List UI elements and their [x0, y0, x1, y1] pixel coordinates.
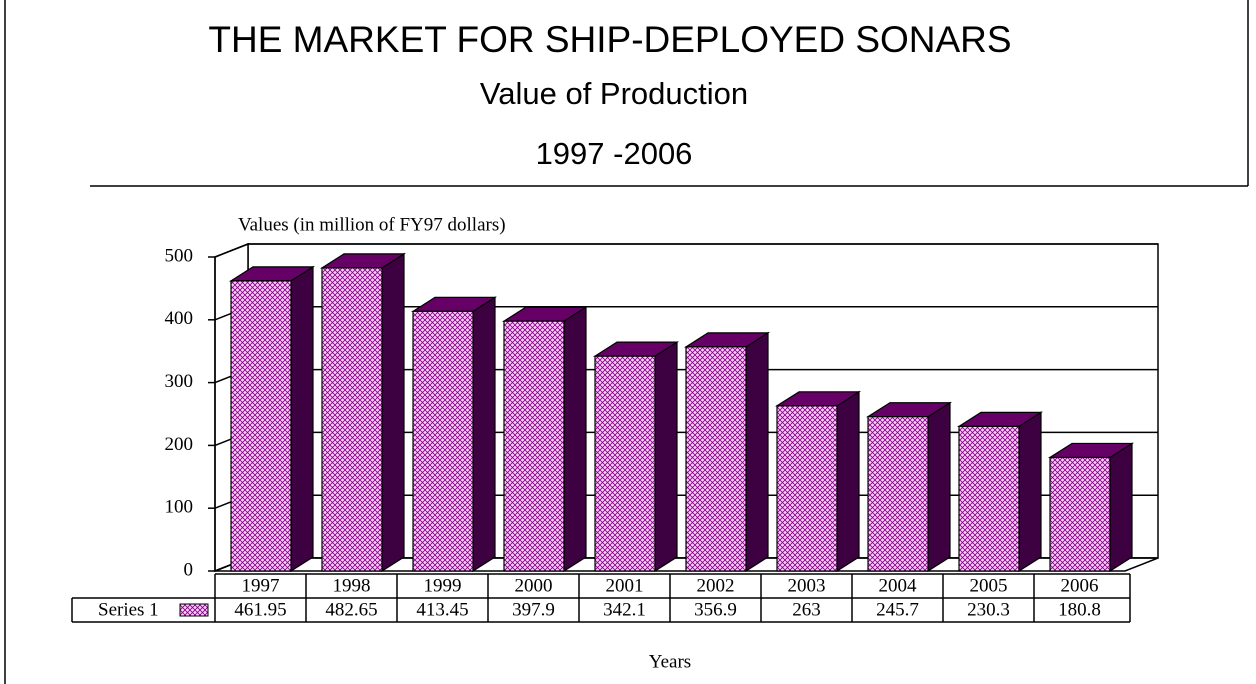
y-tick-label: 0: [184, 559, 194, 580]
table-value: 413.45: [416, 599, 468, 620]
bar: [776, 405, 838, 572]
bar-side: [381, 252, 405, 573]
bar-side: [927, 401, 951, 573]
table-value: 245.7: [876, 599, 919, 620]
bar: [594, 355, 656, 572]
bar: [503, 320, 565, 572]
bar: [1049, 456, 1111, 572]
y-tick-label: 400: [165, 308, 194, 329]
legend-label: Series 1: [98, 599, 159, 620]
table-value: 461.95: [234, 599, 286, 620]
table-value: 397.9: [512, 599, 555, 620]
x-tick-label: 1998: [333, 575, 371, 596]
x-tick-label: 2005: [970, 575, 1008, 596]
bar: [230, 280, 292, 572]
bar-side: [836, 390, 860, 573]
table-value: 342.1: [603, 599, 646, 620]
table-value: 230.3: [967, 599, 1010, 620]
legend-swatch: [179, 603, 209, 617]
y-tick-label: 300: [165, 371, 194, 392]
bar-side: [1109, 442, 1133, 573]
chart-subtitle: Value of Production: [480, 76, 748, 111]
bar-side: [472, 296, 496, 573]
x-tick-label: 2002: [697, 575, 735, 596]
bar: [321, 267, 383, 572]
table-value: 482.65: [325, 599, 377, 620]
table-value: 180.8: [1058, 599, 1101, 620]
bar: [867, 416, 929, 572]
x-tick-label: 2000: [515, 575, 553, 596]
table-value: 356.9: [694, 599, 737, 620]
chart-title: THE MARKET FOR SHIP-DEPLOYED SONARS: [208, 19, 1011, 60]
x-tick-label: 2006: [1061, 575, 1099, 596]
y-tick-label: 100: [165, 497, 194, 518]
bar-side: [654, 341, 678, 573]
bar-side: [290, 265, 314, 573]
table-value: 263: [792, 599, 821, 620]
x-tick-label: 2004: [879, 575, 918, 596]
x-tick-label: 2003: [788, 575, 826, 596]
x-tick-label: 2001: [606, 575, 644, 596]
y-axis-label: Values (in million of FY97 dollars): [238, 214, 506, 235]
y-tick-label: 500: [165, 245, 194, 266]
x-axis-label: Years: [649, 651, 691, 672]
grid-line-side: [214, 243, 249, 258]
chart-period: 1997 -2006: [536, 136, 693, 171]
bar-side: [745, 331, 769, 573]
x-tick-label: 1997: [242, 575, 280, 596]
y-tick-label: 200: [165, 434, 194, 455]
x-tick-label: 1999: [424, 575, 462, 596]
bar-side: [1018, 411, 1042, 573]
bar: [958, 425, 1020, 572]
bar: [685, 346, 747, 572]
bar-side: [563, 306, 587, 573]
bar: [412, 310, 474, 572]
